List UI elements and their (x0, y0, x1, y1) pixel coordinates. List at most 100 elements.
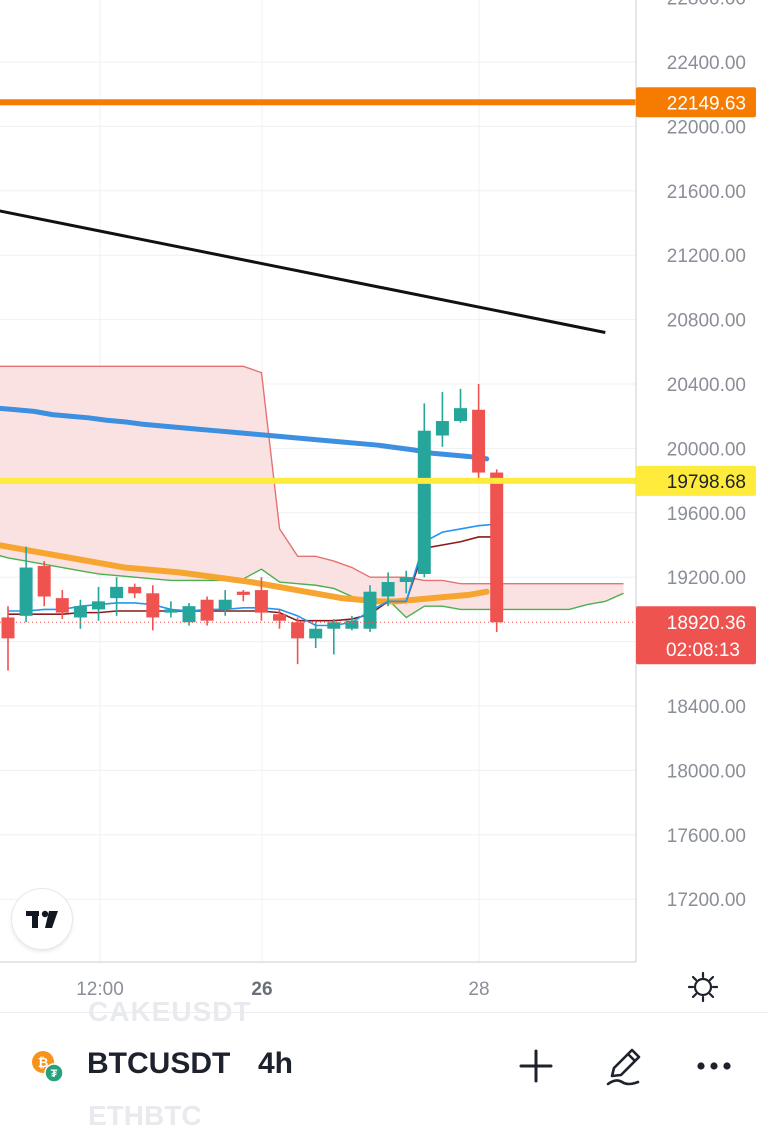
orange-level-tag-background (636, 87, 756, 118)
candle-body (309, 628, 323, 639)
candle[interactable] (454, 388, 467, 423)
candle-body (128, 586, 142, 594)
drawing-tools-button[interactable] (602, 1044, 646, 1088)
candle[interactable] (164, 601, 178, 618)
candle-body (164, 609, 178, 613)
candle[interactable] (146, 585, 160, 631)
candle[interactable] (381, 572, 395, 607)
candle[interactable] (37, 561, 51, 607)
chart-settings-button[interactable] (684, 968, 722, 1006)
candle-body (345, 620, 359, 629)
pen-icon (606, 1048, 641, 1086)
tradingview-logo-button[interactable] (12, 889, 72, 949)
time-tick-label: 26 (251, 979, 272, 1000)
price-tick-label: 18400.00 (667, 697, 746, 718)
candle-body (399, 577, 413, 583)
candle[interactable] (73, 599, 87, 629)
cloud-area (0, 366, 624, 618)
price-tick-label: 22000.00 (667, 117, 746, 138)
add-button[interactable] (514, 1044, 558, 1088)
orange-level-tag: 22149.63 (667, 93, 746, 114)
yellow-level-tag-background (636, 465, 756, 496)
candle-body (381, 582, 395, 597)
yellow-level-tag: 19798.68 (667, 472, 746, 493)
horizontal-levels[interactable] (0, 99, 636, 623)
candle[interactable] (128, 583, 142, 599)
more-menu-button[interactable] (692, 1044, 736, 1088)
price-tick-label: 21200.00 (667, 246, 746, 267)
candle[interactable] (435, 392, 449, 447)
svg-text:₮: ₮ (51, 1068, 58, 1080)
price-axis[interactable]: 22800.00 22400.00 22000.00 21600.00 21200.00… (667, 0, 746, 911)
candle-body (146, 593, 160, 618)
candle-body (200, 599, 214, 621)
candle-countdown: 02:08:13 (666, 640, 740, 661)
plus-icon (519, 1049, 553, 1083)
candle[interactable] (273, 609, 286, 629)
ghost-symbol-below: ETHBTC (88, 1100, 202, 1131)
candle[interactable] (55, 590, 69, 620)
candle-body (1, 617, 15, 639)
price-tick-label: 18000.00 (667, 761, 746, 782)
candle[interactable] (254, 577, 268, 621)
ichimoku-cloud (0, 365, 624, 619)
candle-body (363, 591, 377, 629)
candle-body (472, 409, 486, 473)
kijun-line (8, 536, 497, 622)
candle-body (236, 591, 250, 595)
candle-body (110, 586, 124, 599)
candle-body (37, 565, 51, 597)
last-price-tag-background (636, 606, 756, 665)
candle[interactable] (1, 606, 15, 671)
time-axis[interactable]: 12:00 26 28 (76, 979, 489, 1000)
candle[interactable] (182, 602, 196, 626)
price-tick-label: 22800.00 (667, 0, 746, 10)
ghost-symbol-above: CAKEUSDT (88, 996, 252, 1027)
settings-gear-icon (687, 971, 719, 1003)
candle[interactable] (472, 384, 486, 481)
candle[interactable] (110, 577, 124, 616)
candle[interactable] (345, 615, 359, 631)
cloud-upper-line (0, 365, 624, 585)
candle-body (454, 408, 467, 422)
candle-body (92, 601, 105, 610)
more-dots-icon (697, 1062, 731, 1070)
symbol-name[interactable]: BTCUSDT (87, 1047, 231, 1080)
indicator-lines (0, 209, 606, 627)
svg-text:₿: ₿ (38, 1055, 49, 1070)
candle-body (254, 590, 268, 613)
candle-body (182, 606, 196, 623)
time-tick-label: 12:00 (76, 979, 124, 1000)
candle[interactable] (19, 546, 33, 623)
candle[interactable] (218, 590, 232, 616)
tenkan-line (8, 523, 497, 627)
symbol-selector[interactable]: ₿ ₮ (30, 1049, 64, 1083)
candle[interactable] (92, 586, 105, 621)
candle-body (435, 421, 449, 436)
candle-body (73, 606, 87, 618)
candle-body (490, 472, 504, 623)
cloud-lower-line (0, 554, 624, 619)
price-tick-label: 17600.00 (667, 826, 746, 847)
price-chart[interactable]: 22800.00 22400.00 22000.00 21600.00 21200.00… (0, 0, 768, 1012)
candle-body (273, 614, 286, 621)
candle-body (218, 599, 232, 610)
candle[interactable] (327, 619, 341, 655)
candle[interactable] (363, 585, 377, 632)
candle[interactable] (309, 622, 323, 649)
interval-selector[interactable]: 4h (258, 1047, 294, 1080)
candle[interactable] (200, 596, 214, 626)
candle[interactable] (236, 590, 250, 602)
candle[interactable] (417, 403, 431, 578)
price-tick-label: 21600.00 (667, 182, 746, 203)
price-tick-label: 19600.00 (667, 504, 746, 525)
candle[interactable] (291, 617, 305, 665)
candle[interactable] (490, 469, 504, 632)
price-tags: 22149.63 19798.68 18920.36 02:08:13 (636, 87, 756, 665)
last-price-tag: 18920.36 (667, 613, 746, 634)
candlesticks[interactable] (1, 384, 504, 671)
tradingview-logo-icon (26, 910, 58, 928)
blue-moving-average (0, 405, 490, 462)
price-tick-label: 17200.00 (667, 890, 746, 911)
candle[interactable] (399, 570, 413, 594)
